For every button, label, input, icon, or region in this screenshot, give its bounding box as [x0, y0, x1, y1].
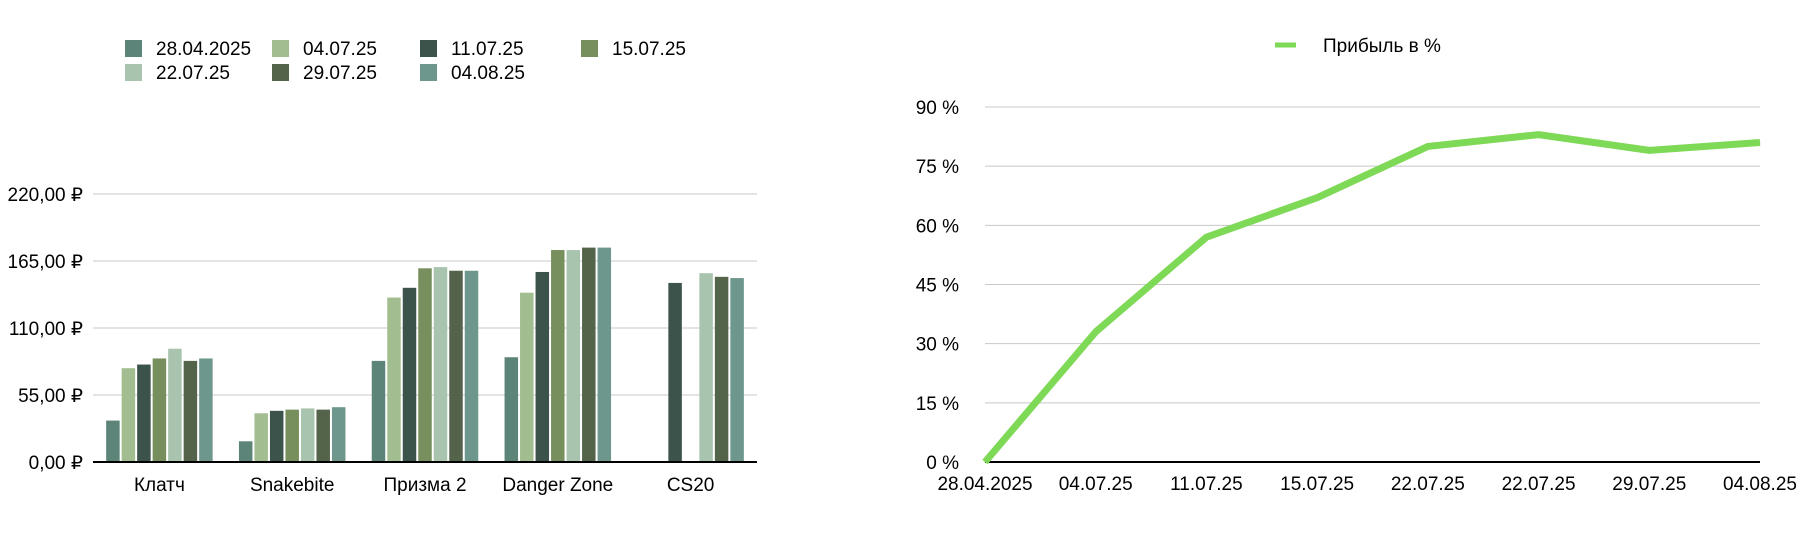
legend-label: 04.07.25 [303, 39, 377, 60]
legend-swatch [272, 40, 289, 57]
line-y-tick-label: 30 % [916, 335, 959, 356]
line-x-tick-label: 04.08.25 [1723, 474, 1797, 495]
line-series [982, 131, 1761, 465]
bar [152, 358, 167, 462]
bar [535, 271, 550, 462]
bar [183, 360, 198, 462]
bar-chart: 0,00 ₽ 55,00 ₽ 110,00 ₽ 165,00 ₽ 220,00 ₽ Кла… [8, 39, 757, 496]
line-y-tick-label: 45 % [916, 276, 959, 297]
bar [137, 364, 151, 462]
line-y-tick-label: 75 % [916, 157, 959, 178]
bar [699, 273, 713, 462]
bar [504, 357, 519, 462]
bar [566, 250, 581, 462]
bar [371, 360, 386, 462]
bar [285, 409, 299, 462]
line-x-tick-label: 22.07.25 [1391, 474, 1465, 495]
bar [199, 358, 213, 462]
legend-label: 11.07.25 [451, 39, 524, 60]
line-point [1759, 142, 1761, 143]
bar [730, 278, 744, 462]
line-point [1648, 149, 1650, 151]
bar [418, 268, 432, 462]
line-point [1427, 145, 1429, 147]
line-point [1205, 236, 1207, 238]
bar [433, 267, 448, 462]
legend-swatch [272, 64, 289, 81]
bar-y-tick-label: 55,00 ₽ [18, 386, 83, 407]
bar [121, 368, 136, 462]
bar-x-tick-label: Призма 2 [383, 475, 466, 496]
bar-y-tick-label: 0,00 ₽ [29, 453, 83, 474]
bar [668, 282, 682, 462]
bar [331, 407, 346, 462]
legend-swatch [420, 40, 437, 57]
bar-x-tick-label: Danger Zone [502, 475, 613, 496]
legend-label: 04.08.25 [451, 63, 525, 84]
bar-x-tick-label: Snakebite [250, 475, 335, 496]
legend-label: Прибыль в % [1323, 36, 1441, 57]
bar [714, 276, 729, 462]
bar [316, 409, 330, 462]
bar [582, 247, 596, 462]
bar [402, 287, 417, 462]
line-x-tick-label: 04.07.25 [1059, 474, 1133, 495]
bar [387, 297, 401, 462]
line-chart: 0 % 15 % 30 % 45 % 60 % 75 % 90 % 28.04.2025 04.… [916, 36, 1797, 495]
line-point [984, 461, 986, 463]
line-x-tick-label: 22.07.25 [1502, 474, 1576, 495]
bar [254, 413, 268, 462]
bar-x-tick-label: CS20 [667, 475, 715, 496]
bar [168, 348, 182, 462]
line-x-tick-label: 11.07.25 [1170, 474, 1243, 495]
bar [551, 250, 565, 462]
line-point [1538, 134, 1540, 136]
legend-label: 15.07.25 [612, 39, 686, 60]
bar-y-tick-label: 110,00 ₽ [9, 319, 83, 340]
legend-label: 22.07.25 [156, 63, 230, 84]
bar-y-tick-label: 220,00 ₽ [8, 185, 83, 206]
line-y-tick-label: 90 % [916, 98, 959, 119]
bar [520, 292, 534, 462]
line-point [1095, 331, 1097, 333]
bar [238, 441, 253, 462]
legend-swatch [125, 40, 142, 57]
legend-swatch [581, 40, 598, 57]
line-y-tick-label: 15 % [916, 394, 959, 415]
line-y-tick-label: 0 % [926, 453, 959, 474]
line-y-tick-label: 60 % [916, 216, 959, 237]
bar-y-tick-label: 165,00 ₽ [8, 252, 83, 273]
line-x-tick-label: 29.07.25 [1612, 474, 1686, 495]
legend-swatch [420, 64, 437, 81]
line-x-tick-label: 28.04.2025 [937, 474, 1032, 495]
bar [269, 410, 284, 462]
legend-label: 29.07.25 [303, 63, 377, 84]
bar [464, 270, 479, 462]
legend-swatch [125, 64, 142, 81]
bar-x-tick-label: Клатч [134, 475, 185, 496]
line-x-tick-label: 15.07.25 [1280, 474, 1354, 495]
line-point [1316, 197, 1318, 199]
bar [300, 408, 315, 462]
legend-label: 28.04.2025 [156, 39, 251, 60]
bar [449, 270, 463, 462]
bar [106, 420, 120, 462]
bar [597, 247, 612, 462]
